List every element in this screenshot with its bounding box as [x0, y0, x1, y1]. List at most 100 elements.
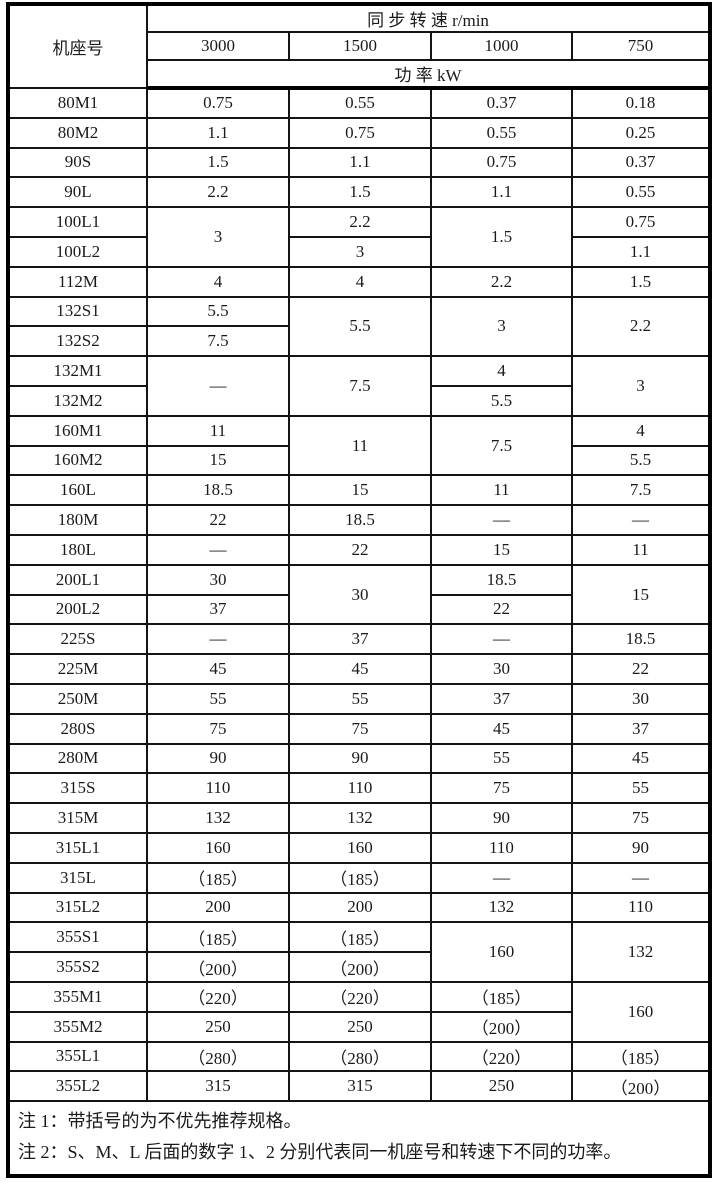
power-value-cell: 22	[288, 533, 432, 566]
frame-size-cell: 132M2	[7, 384, 148, 417]
table-row: 250M 55 55 37 30	[7, 682, 712, 715]
table-row: 315M 132 132 90 75	[7, 802, 712, 834]
power-value-cell: 22	[146, 504, 290, 536]
power-value-cell: 11	[570, 533, 712, 566]
power-value-cell: 1.5	[146, 146, 290, 179]
frame-size-cell: 90S	[7, 146, 148, 179]
power-value-cell: 55	[570, 772, 712, 805]
power-value-cell: 30	[288, 563, 432, 626]
power-value-cell: 1.5	[288, 176, 432, 209]
power-value-cell: 2.2	[570, 295, 712, 358]
power-value-cell: 0.18	[570, 87, 712, 119]
power-value-cell: 1.1	[146, 116, 290, 149]
table-row: 80M2 1.1 0.75 0.55 0.25	[7, 116, 712, 149]
power-value-cell: 2.2	[146, 176, 290, 209]
power-value-cell: 0.55	[288, 87, 432, 119]
power-value-cell: 7.5	[288, 355, 432, 417]
frame-size-cell: 80M2	[7, 116, 148, 149]
table-row: 355M2 250 250 （200）	[7, 1010, 710, 1043]
table-row: 200L1 30 30 18.5 15	[7, 563, 712, 626]
table-row: 132S1 5.5 5.5 3 2.2	[7, 295, 712, 358]
table-row: 90S 1.5 1.1 0.75 0.37	[7, 146, 712, 179]
power-value-cell: （280）	[146, 1040, 290, 1073]
table-row: 315L （185） （185） — —	[7, 861, 712, 894]
power-value-cell: 110	[288, 772, 432, 805]
frame-size-cell: 355L2	[7, 1070, 148, 1103]
frame-size-cell: 90L	[7, 176, 148, 209]
power-value-cell: 160	[570, 980, 712, 1043]
table-row: 315L1 160 160 110 90	[7, 831, 712, 864]
power-value-cell: 2.2	[288, 206, 432, 238]
power-value-cell: 1.1	[288, 146, 432, 179]
power-value-cell: 18.5	[288, 504, 432, 536]
power-value-cell: 22	[570, 653, 712, 685]
power-value-cell: （200）	[146, 951, 290, 983]
table-row: 100L2 3 1.1	[7, 235, 712, 268]
power-value-cell: 160	[288, 831, 432, 864]
header-row-speed-values: 3000 1500 1000 750	[8, 31, 712, 61]
frame-size-cell: 132S2	[7, 325, 148, 358]
power-value-cell: —	[570, 504, 712, 536]
power-value-cell: 315	[146, 1070, 290, 1103]
power-value-cell: 22	[430, 593, 573, 626]
table-row: 200L2 37 22	[7, 593, 710, 626]
power-value-cell: 0.75	[570, 206, 712, 238]
power-value-cell: 90	[430, 802, 573, 834]
table-row: 112M 4 4 2.2 1.5	[7, 265, 712, 298]
power-value-cell: 132	[430, 891, 573, 924]
table-header: 机座号 同 步 转 速 r/min 3000 1500 1000 750 功 率…	[7, 3, 712, 90]
power-value-cell: 250	[146, 1010, 290, 1043]
table-row: 180L —22 15 11	[7, 533, 712, 566]
power-value-cell: 315	[288, 1070, 432, 1103]
power-value-cell: 200	[146, 891, 290, 924]
frame-size-cell: 280M	[7, 742, 148, 775]
speed-col-3000: 3000	[146, 31, 290, 61]
power-value-cell: 3	[430, 295, 573, 358]
power-value-cell: 1.1	[430, 176, 573, 209]
frame-size-cell: 160L	[7, 474, 148, 507]
table-row: 315S 110 110 75 55	[7, 772, 712, 805]
power-value-cell: 4	[146, 265, 290, 298]
power-value-cell: 15	[430, 533, 573, 566]
power-value-cell: 45	[288, 653, 432, 685]
frame-size-cell: 315M	[7, 802, 148, 834]
frame-size-cell: 280S	[7, 712, 148, 745]
power-value-cell: —	[430, 504, 573, 536]
header-row-power-title: 功 率 kW	[8, 59, 712, 90]
power-value-cell: 75	[288, 712, 432, 745]
frame-size-cell: 100L1	[7, 206, 148, 238]
power-value-cell: 1.5	[430, 206, 573, 268]
table-footer: 注 1：带括号的为不优先推荐规格。 注 2：S、M、L 后面的数字 1、2 分别…	[6, 1100, 712, 1178]
power-value-cell: 90	[288, 742, 432, 775]
table-row: 160M2 15 5.5	[7, 444, 712, 477]
table-row: 90L 2.2 1.5 1.1 0.55	[7, 176, 712, 209]
table-row: 355M1 （220） （220） （185） 160	[7, 980, 712, 1043]
power-value-cell: 15	[146, 444, 290, 477]
frame-size-cell: 355S2	[7, 951, 148, 983]
power-value-cell: 7.5	[146, 325, 290, 358]
power-value-cell: （200）	[288, 951, 432, 983]
speed-col-1000: 1000	[430, 31, 573, 61]
power-value-cell: 5.5	[570, 444, 712, 477]
power-value-cell: 5.5	[146, 295, 290, 328]
frame-size-cell: 200L2	[7, 593, 148, 626]
power-value-cell: 0.55	[430, 116, 573, 149]
power-value-cell: 45	[570, 742, 712, 775]
table-row: 132S2 7.5	[7, 325, 710, 358]
frame-size-cell: 355S1	[7, 921, 148, 954]
power-value-cell: 18.5	[430, 563, 573, 596]
power-value-cell: 0.75	[430, 146, 573, 179]
frame-size-cell: 355M2	[7, 1010, 148, 1043]
power-value-cell: （185）	[570, 1040, 712, 1073]
power-value-cell: 160	[146, 831, 290, 864]
power-value-cell: 0.55	[570, 176, 712, 209]
table-row: 160L 18.5 15 11 7.5	[7, 474, 712, 507]
frame-size-cell: 80M1	[7, 87, 148, 119]
power-value-cell: 75	[570, 802, 712, 834]
power-value-cell: 0.75	[288, 116, 432, 149]
power-value-cell: 90	[146, 742, 290, 775]
power-value-cell: 30	[430, 653, 573, 685]
motor-power-table: 机座号 同 步 转 速 r/min 3000 1500 1000 750 功 率…	[6, 2, 712, 1179]
power-value-cell: 7.5	[430, 414, 573, 477]
power-value-cell: （280）	[288, 1040, 432, 1073]
